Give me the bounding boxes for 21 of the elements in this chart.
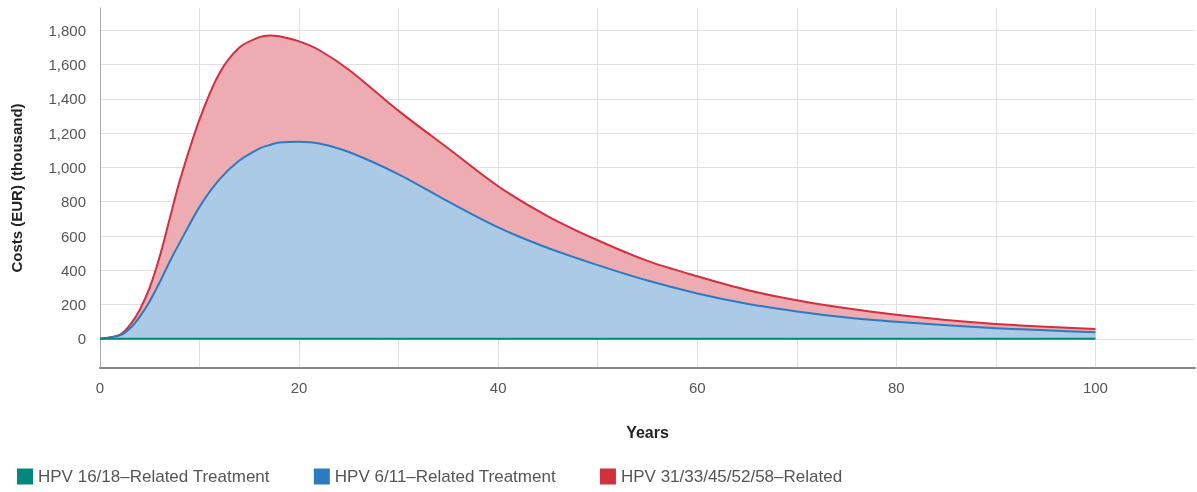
- x-axis-title: Years: [626, 423, 669, 441]
- x-tick-label: 80: [888, 379, 905, 396]
- y-tick-label: 1,400: [48, 90, 86, 108]
- y-tick-label: 1,800: [48, 21, 86, 39]
- y-tick-label: 1,600: [48, 56, 86, 74]
- y-tick-label: 600: [60, 227, 86, 245]
- x-tick-label: 60: [688, 379, 706, 396]
- y-tick-label: 200: [60, 296, 86, 314]
- y-tick-label: 400: [60, 261, 86, 279]
- y-tick-label: 1,200: [48, 124, 86, 142]
- x-tick-label: 20: [290, 379, 308, 396]
- y-axis-title: Costs (EUR) (thousand): [8, 103, 25, 273]
- y-tick-label: 800: [60, 193, 86, 211]
- y-tick-label: 0: [77, 330, 86, 348]
- y-tick-label: 1,000: [48, 158, 86, 176]
- legend-label: HPV 31/33/45/52/58–Related: [620, 467, 843, 486]
- legend-label: HPV 16/18–Related Treatment: [38, 467, 270, 486]
- x-tick-label: 100: [1082, 379, 1108, 396]
- legend-label: HPV 6/11–Related Treatment: [334, 467, 556, 486]
- x-tick-label: 0: [95, 379, 105, 396]
- x-tick-label: 40: [489, 379, 507, 396]
